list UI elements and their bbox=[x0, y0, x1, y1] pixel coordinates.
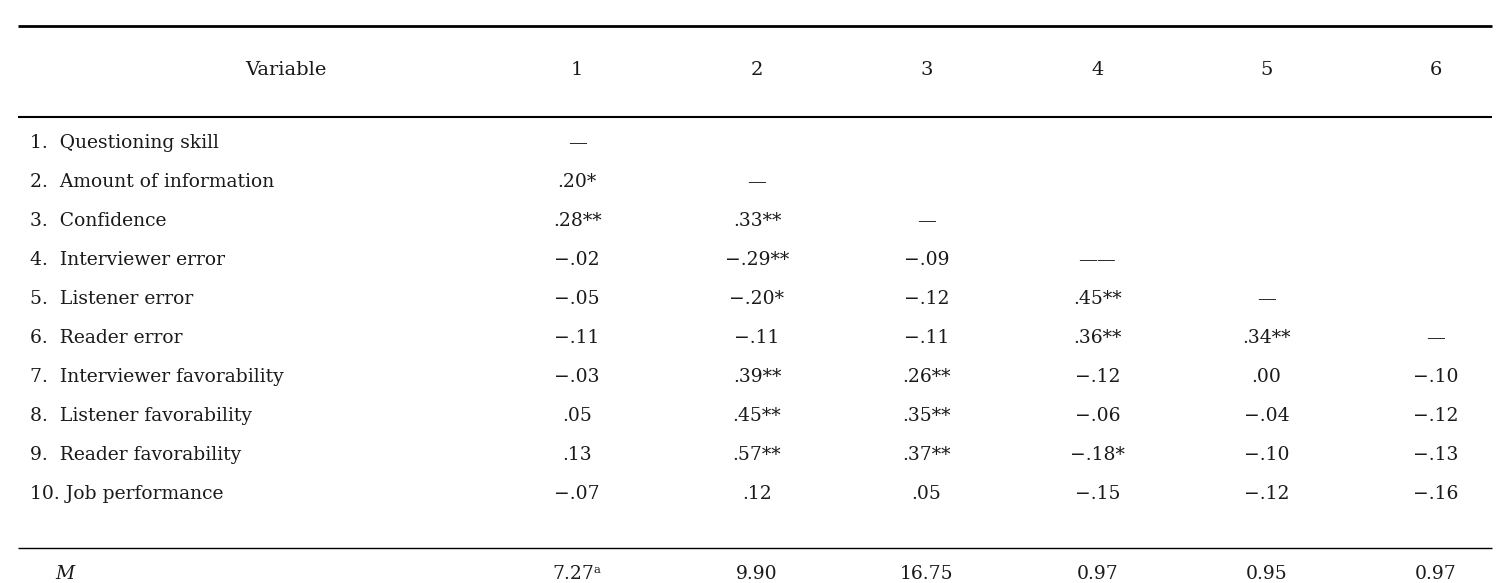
Text: .12: .12 bbox=[742, 486, 772, 503]
Text: ——: —— bbox=[1078, 251, 1117, 269]
Text: .57**: .57** bbox=[733, 447, 781, 464]
Text: 16.75: 16.75 bbox=[899, 566, 953, 583]
Text: 9.90: 9.90 bbox=[736, 566, 778, 583]
Text: −.29**: −.29** bbox=[726, 251, 788, 269]
Text: 1.  Questioning skill: 1. Questioning skill bbox=[30, 134, 219, 152]
Text: M: M bbox=[55, 566, 75, 583]
Text: .35**: .35** bbox=[902, 408, 950, 425]
Text: .20*: .20* bbox=[558, 173, 597, 191]
Text: −.05: −.05 bbox=[555, 290, 600, 308]
Text: 8.  Listener favorability: 8. Listener favorability bbox=[30, 408, 252, 425]
Text: —: — bbox=[917, 212, 935, 230]
Text: 0.97: 0.97 bbox=[1076, 566, 1118, 583]
Text: .36**: .36** bbox=[1073, 329, 1121, 347]
Text: 10. Job performance: 10. Job performance bbox=[30, 486, 223, 503]
Text: −.06: −.06 bbox=[1075, 408, 1120, 425]
Text: 2.  Amount of information: 2. Amount of information bbox=[30, 173, 274, 191]
Text: —: — bbox=[748, 173, 766, 191]
Text: Variable: Variable bbox=[246, 61, 327, 79]
Text: .37**: .37** bbox=[902, 447, 950, 464]
Text: 4.  Interviewer error: 4. Interviewer error bbox=[30, 251, 225, 269]
Text: 0.97: 0.97 bbox=[1415, 566, 1457, 583]
Text: 9.  Reader favorability: 9. Reader favorability bbox=[30, 447, 241, 464]
Text: 6: 6 bbox=[1430, 61, 1442, 79]
Text: —: — bbox=[568, 134, 586, 152]
Text: 7.27ᵃ: 7.27ᵃ bbox=[553, 566, 601, 583]
Text: −.16: −.16 bbox=[1414, 486, 1459, 503]
Text: 7.  Interviewer favorability: 7. Interviewer favorability bbox=[30, 368, 283, 386]
Text: .39**: .39** bbox=[733, 368, 781, 386]
Text: .05: .05 bbox=[562, 408, 592, 425]
Text: .05: .05 bbox=[911, 486, 941, 503]
Text: −.11: −.11 bbox=[735, 329, 779, 347]
Text: −.12: −.12 bbox=[1414, 408, 1459, 425]
Text: 0.95: 0.95 bbox=[1246, 566, 1288, 583]
Text: −.20*: −.20* bbox=[730, 290, 784, 308]
Text: 6.  Reader error: 6. Reader error bbox=[30, 329, 183, 347]
Text: 2: 2 bbox=[751, 61, 763, 79]
Text: −.04: −.04 bbox=[1244, 408, 1289, 425]
Text: −.13: −.13 bbox=[1414, 447, 1459, 464]
Text: −.09: −.09 bbox=[904, 251, 949, 269]
Text: 1: 1 bbox=[571, 61, 583, 79]
Text: .33**: .33** bbox=[733, 212, 781, 230]
Text: −.15: −.15 bbox=[1075, 486, 1120, 503]
Text: −.02: −.02 bbox=[555, 251, 600, 269]
Text: −.18*: −.18* bbox=[1070, 447, 1124, 464]
Text: 3.  Confidence: 3. Confidence bbox=[30, 212, 166, 230]
Text: −.11: −.11 bbox=[904, 329, 949, 347]
Text: 4: 4 bbox=[1091, 61, 1103, 79]
Text: .26**: .26** bbox=[902, 368, 950, 386]
Text: −.12: −.12 bbox=[1075, 368, 1120, 386]
Text: .34**: .34** bbox=[1243, 329, 1291, 347]
Text: —: — bbox=[1258, 290, 1276, 308]
Text: .13: .13 bbox=[562, 447, 592, 464]
Text: −.10: −.10 bbox=[1244, 447, 1289, 464]
Text: −.11: −.11 bbox=[555, 329, 600, 347]
Text: −.12: −.12 bbox=[1244, 486, 1289, 503]
Text: −.07: −.07 bbox=[555, 486, 600, 503]
Text: .45**: .45** bbox=[1073, 290, 1121, 308]
Text: −.10: −.10 bbox=[1414, 368, 1459, 386]
Text: −.12: −.12 bbox=[904, 290, 949, 308]
Text: −.03: −.03 bbox=[555, 368, 600, 386]
Text: .00: .00 bbox=[1252, 368, 1282, 386]
Text: .28**: .28** bbox=[553, 212, 601, 230]
Text: —: — bbox=[1427, 329, 1445, 347]
Text: 5: 5 bbox=[1261, 61, 1273, 79]
Text: 5.  Listener error: 5. Listener error bbox=[30, 290, 193, 308]
Text: .45**: .45** bbox=[733, 408, 781, 425]
Text: 3: 3 bbox=[920, 61, 932, 79]
